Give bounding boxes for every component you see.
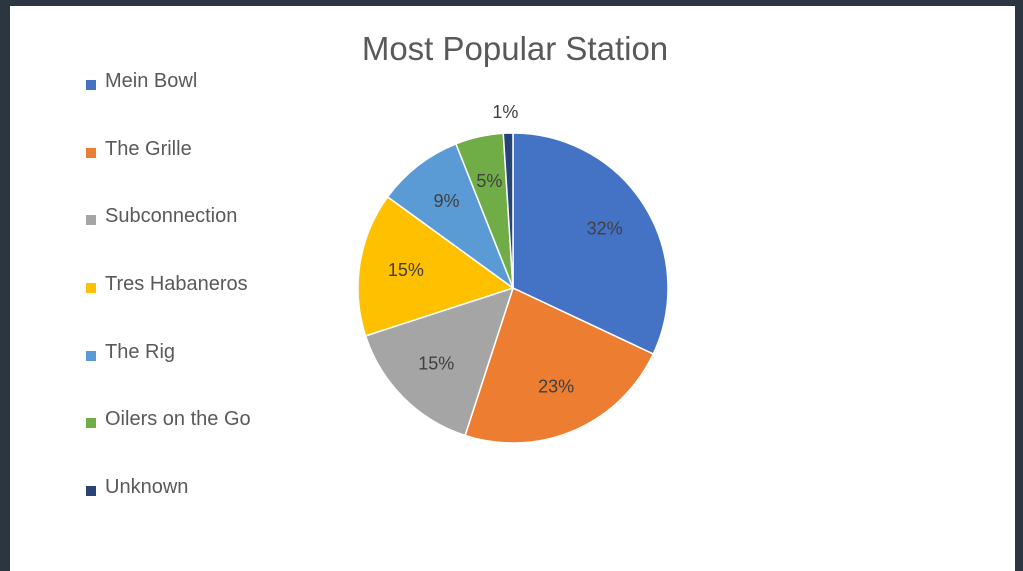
legend-swatch xyxy=(86,486,96,497)
pie-slice-subconnection xyxy=(364,286,515,437)
data-label-tres-habaneros: 15% xyxy=(388,260,424,280)
legend-item-oilers-on-the-go: Oilers on the Go xyxy=(86,408,251,476)
pie-slice-mein-bowl xyxy=(512,132,669,355)
legend-label: Mein Bowl xyxy=(105,70,198,92)
legend-swatch xyxy=(86,215,96,226)
legend-swatch xyxy=(86,418,96,429)
pie-slice-tres-habaneros xyxy=(357,195,515,337)
legend-swatch xyxy=(86,80,96,90)
legend-label: The Rig xyxy=(105,340,176,363)
pie-slice-unknown xyxy=(502,132,514,289)
legend-item-the-grille: The Grille xyxy=(86,138,251,206)
legend-item-unknown: Unknown xyxy=(86,476,251,544)
data-label-unknown: 1% xyxy=(492,102,518,122)
legend-label: Subconnection xyxy=(105,205,238,228)
legend-swatch xyxy=(86,147,96,158)
data-label-oilers-on-the-go: 5% xyxy=(476,171,502,191)
chart-title: Most Popular Station xyxy=(361,30,669,67)
legend-label: The Grille xyxy=(105,137,192,160)
data-label-mein-bowl: 32% xyxy=(587,219,623,239)
legend-label: Unknown xyxy=(105,476,189,499)
legend-item-the-rig: The Rig xyxy=(86,341,251,409)
legend-label: Tres Habaneros xyxy=(105,273,248,296)
legend-swatch xyxy=(86,350,96,361)
legend-item-tres-habaneros: Tres Habaneros xyxy=(86,273,251,341)
legend-swatch xyxy=(86,283,96,294)
pie-slice-the-rig xyxy=(386,142,515,291)
legend-item-mein-bowl: Mein Bowl xyxy=(86,70,251,138)
pie-slice-the-grille xyxy=(464,286,655,444)
data-label-the-grille: 23% xyxy=(538,376,574,396)
legend: Mein Bowl The Grille Subconnection Tres … xyxy=(86,70,251,544)
data-label-the-rig: 9% xyxy=(433,191,459,211)
data-label-subconnection: 15% xyxy=(418,353,454,373)
legend-label: Oilers on the Go xyxy=(105,408,251,431)
legend-item-subconnection: Subconnection xyxy=(86,205,251,273)
